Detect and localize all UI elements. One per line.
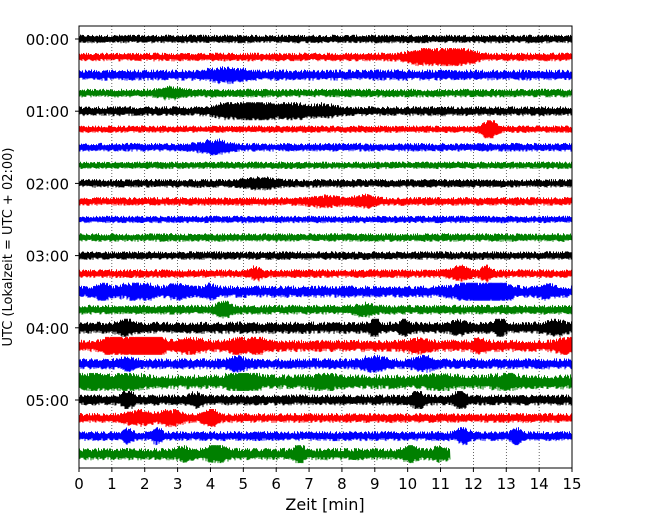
x-tick-label: 7 <box>304 475 314 493</box>
x-tick-label: 1 <box>107 475 117 493</box>
y-tick-label: 04:00 <box>26 320 69 338</box>
trace-line <box>78 282 573 301</box>
trace-line <box>78 390 573 410</box>
trace-line <box>78 120 573 139</box>
trace-line <box>78 48 573 67</box>
trace-line <box>78 372 573 391</box>
x-tick-label: 6 <box>271 475 281 493</box>
x-tick-label: 15 <box>562 475 581 493</box>
x-tick-label: 10 <box>398 475 417 493</box>
x-tick-label: 12 <box>464 475 483 493</box>
x-tick-label: 9 <box>370 475 380 493</box>
y-tick-label: 00:00 <box>26 31 69 49</box>
trace-line <box>78 427 573 446</box>
plot-frame <box>78 25 573 469</box>
trace-line <box>78 161 573 170</box>
trace-line <box>78 336 573 355</box>
trace-line <box>78 300 573 319</box>
x-tick-label: 3 <box>173 475 183 493</box>
x-axis-label: Zeit [min] <box>285 495 364 514</box>
trace-line <box>78 193 573 209</box>
y-tick-label: 01:00 <box>26 103 69 121</box>
y-tick-label: 02:00 <box>26 175 69 193</box>
trace-line <box>78 318 573 337</box>
trace-line <box>78 354 573 373</box>
trace-line <box>78 264 573 283</box>
x-tick-label: 14 <box>530 475 549 493</box>
y-tick-label: 03:00 <box>26 248 69 266</box>
x-tick-label: 5 <box>239 475 249 493</box>
y-axis-label: UTC (Lokalzeit = UTC + 02:00) <box>1 148 16 347</box>
trace-line <box>78 66 573 85</box>
plot-area <box>79 26 572 468</box>
x-tick-label: 13 <box>497 475 516 493</box>
x-tick-label: 2 <box>140 475 150 493</box>
x-tick-label: 8 <box>337 475 347 493</box>
seismic-traces <box>78 34 573 464</box>
trace-line <box>78 176 573 191</box>
trace-line <box>78 445 451 464</box>
trace-line <box>78 409 573 428</box>
y-tick-label: 05:00 <box>26 392 69 410</box>
x-tick-label: 4 <box>206 475 216 493</box>
trace-line <box>78 102 573 121</box>
trace-line <box>78 233 573 242</box>
y-axis-ticks: 00:00 01:00 02:00 03:00 04:00 05:00 <box>26 31 79 410</box>
trace-line <box>78 34 573 44</box>
trace-line <box>78 215 573 224</box>
trace-line <box>78 85 573 101</box>
trace-line <box>78 251 573 261</box>
trace-line <box>78 138 573 156</box>
x-axis-ticks: 0 1 2 3 4 5 6 7 8 9 10 11 12 13 14 15 <box>74 468 582 493</box>
x-tick-label: 11 <box>431 475 450 493</box>
x-tick-label: 0 <box>74 475 84 493</box>
